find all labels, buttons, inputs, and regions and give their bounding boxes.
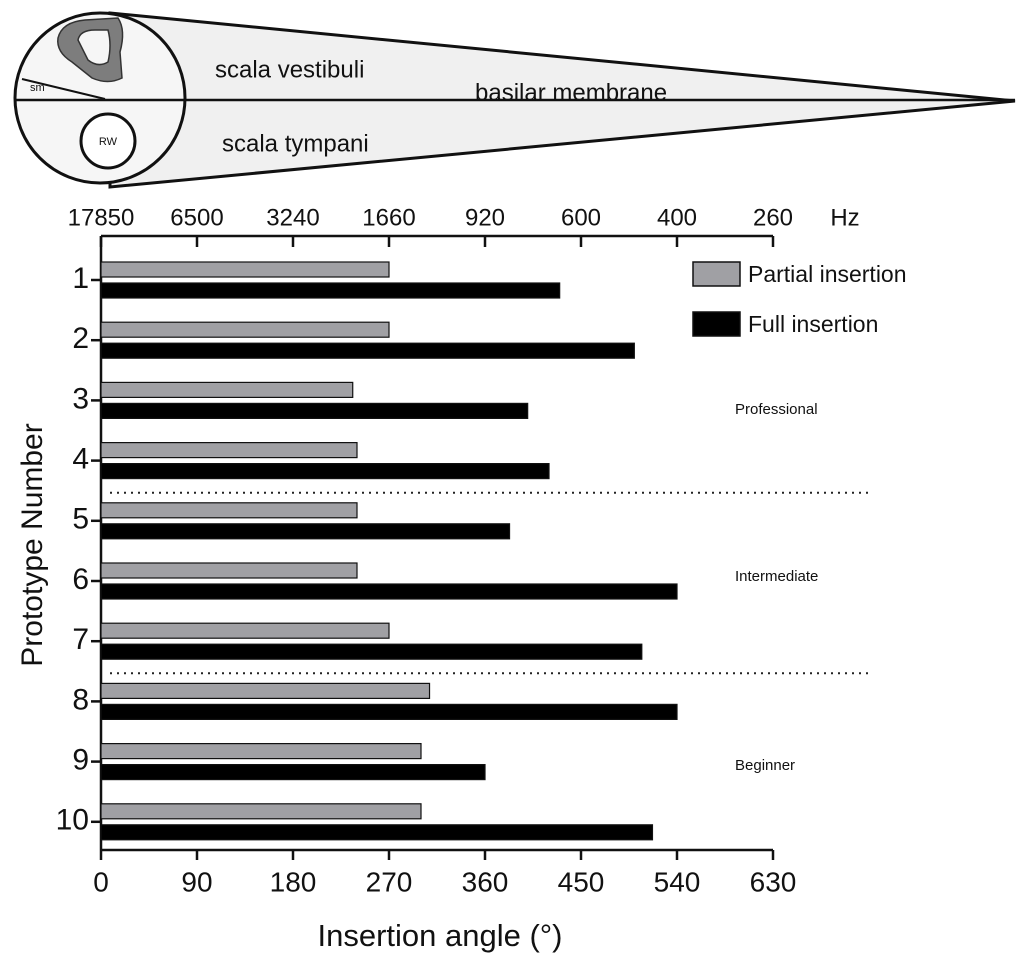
cochlea-diagram: scala vestibuli basilar membrane scala t… <box>15 13 1015 187</box>
group-label: Professional <box>735 401 818 418</box>
diagram-label: scala tympani <box>222 130 369 157</box>
y-tick-label: 4 <box>72 443 89 476</box>
x2-tick-label: 17850 <box>68 204 135 231</box>
legend-label: Full insertion <box>748 311 878 337</box>
bar <box>101 704 677 719</box>
legend-swatch <box>693 312 740 336</box>
y-tick-label: 5 <box>72 503 89 536</box>
diagram-label: RW <box>99 136 118 148</box>
x2-tick-label: 400 <box>657 204 697 231</box>
x-tick-label: 630 <box>750 866 797 897</box>
bar <box>101 765 485 780</box>
x-tick-label: 0 <box>93 866 109 897</box>
group-label: Intermediate <box>735 568 818 585</box>
x2-tick-label: 600 <box>561 204 601 231</box>
y-tick-label: 7 <box>72 623 89 656</box>
x-axis-title: Insertion angle (°) <box>317 918 562 953</box>
bar <box>101 343 634 358</box>
bar <box>101 563 357 578</box>
figure: scala vestibuli basilar membrane scala t… <box>0 0 1017 957</box>
bar <box>101 464 549 479</box>
y-tick-label: 8 <box>72 683 89 716</box>
x-tick-label: 360 <box>462 866 509 897</box>
group-label: Beginner <box>735 757 795 774</box>
x2-tick-label: 1660 <box>362 204 415 231</box>
bar <box>101 443 357 458</box>
diagram-label: scala vestibuli <box>215 56 364 83</box>
bar <box>101 804 421 819</box>
x-tick-label: 90 <box>181 866 212 897</box>
bar <box>101 403 528 418</box>
y-tick-label: 1 <box>72 262 89 295</box>
x-tick-label: 450 <box>558 866 605 897</box>
x2-tick-label: 6500 <box>170 204 223 231</box>
x2-tick-label: 920 <box>465 204 505 231</box>
y-axis-title: Prototype Number <box>16 423 49 666</box>
bar <box>101 825 652 840</box>
y-tick-label: 6 <box>72 563 89 596</box>
bar <box>101 524 510 539</box>
x2-axis-title: Hz <box>830 204 859 231</box>
y-tick-label: 2 <box>72 322 89 355</box>
bar <box>101 262 389 277</box>
bar <box>101 623 389 638</box>
bar <box>101 283 560 298</box>
bar <box>101 322 389 337</box>
bar <box>101 683 430 698</box>
legend-swatch <box>693 262 740 286</box>
bar <box>101 744 421 759</box>
bar <box>101 382 353 397</box>
y-tick-label: 10 <box>56 804 89 837</box>
x-tick-label: 180 <box>270 866 317 897</box>
x2-tick-label: 3240 <box>266 204 319 231</box>
x-tick-label: 540 <box>654 866 701 897</box>
diagram-label: basilar membrane <box>475 79 667 106</box>
x-tick-label: 270 <box>366 866 413 897</box>
bar <box>101 584 677 599</box>
y-tick-label: 3 <box>72 382 89 415</box>
y-tick-label: 9 <box>72 744 89 777</box>
x2-tick-label: 260 <box>753 204 793 231</box>
legend-label: Partial insertion <box>748 261 907 287</box>
diagram-label: sm <box>30 82 45 94</box>
bar <box>101 503 357 518</box>
bar <box>101 644 642 659</box>
